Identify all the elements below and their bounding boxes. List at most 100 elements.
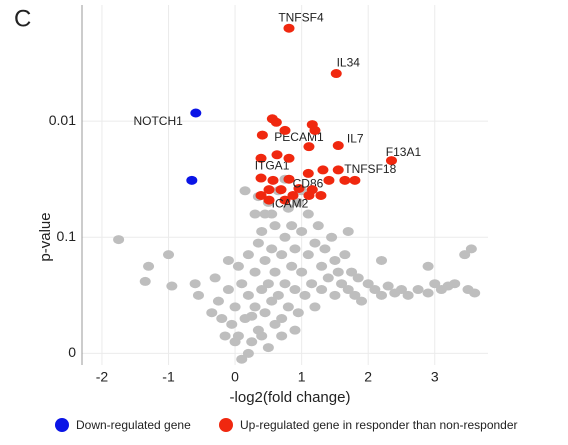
- point: [276, 331, 288, 341]
- point: [279, 125, 291, 135]
- gene-label: F13A1: [386, 145, 422, 159]
- point: [339, 250, 351, 260]
- point: [302, 168, 314, 178]
- point: [319, 244, 331, 254]
- point: [113, 235, 125, 245]
- point: [326, 232, 338, 242]
- point: [263, 195, 275, 205]
- point: [186, 175, 198, 185]
- point: [376, 290, 388, 300]
- point: [306, 279, 318, 289]
- point: [259, 209, 271, 219]
- y-tick-label: 0.1: [57, 228, 77, 244]
- point: [267, 175, 279, 185]
- point: [287, 190, 299, 200]
- point: [292, 197, 304, 207]
- x-tick-label: 1: [298, 369, 306, 385]
- gene-label: IL7: [347, 132, 364, 146]
- point: [342, 226, 354, 236]
- point: [412, 285, 424, 295]
- point: [216, 314, 228, 324]
- x-tick-label: 0: [231, 369, 239, 385]
- point: [283, 153, 295, 163]
- point: [376, 255, 388, 265]
- point: [286, 221, 298, 231]
- point: [192, 290, 204, 300]
- gene-label: TNFSF18: [344, 162, 396, 176]
- point: [252, 238, 264, 248]
- point: [219, 331, 231, 341]
- y-tick-label: 0.01: [49, 112, 76, 128]
- point: [299, 290, 311, 300]
- x-tick-label: -1: [162, 369, 175, 385]
- point: [309, 125, 321, 135]
- point: [332, 267, 344, 277]
- point: [222, 255, 234, 265]
- point: [256, 285, 268, 295]
- point: [349, 175, 361, 185]
- point: [356, 296, 368, 306]
- point: [395, 285, 407, 295]
- point: [422, 261, 434, 271]
- point: [263, 185, 275, 195]
- point: [289, 244, 301, 254]
- point: [272, 290, 284, 300]
- point: [242, 250, 254, 260]
- x-axis-title: -log2(fold change): [230, 389, 351, 406]
- point: [329, 255, 341, 265]
- point: [332, 165, 344, 175]
- point: [256, 226, 268, 236]
- point: [465, 244, 477, 254]
- point: [262, 279, 274, 289]
- point: [143, 261, 155, 271]
- point: [352, 273, 364, 283]
- point: [293, 183, 305, 193]
- point: [232, 261, 244, 271]
- point: [283, 174, 295, 184]
- point: [422, 288, 434, 298]
- y-axis-title: p-value: [37, 212, 54, 261]
- y-tick-label: 0: [68, 344, 76, 360]
- point: [189, 279, 201, 289]
- legend-label: Down-regulated gene: [76, 418, 191, 432]
- point: [276, 250, 288, 260]
- point: [275, 185, 287, 195]
- point: [166, 281, 178, 291]
- point: [279, 279, 291, 289]
- point: [302, 209, 314, 219]
- point: [229, 302, 241, 312]
- point: [449, 279, 461, 289]
- gene-label: NOTCH1: [133, 114, 183, 128]
- point: [336, 279, 348, 289]
- point: [246, 311, 258, 321]
- point: [329, 290, 341, 300]
- gene-label: IL34: [337, 56, 361, 70]
- point: [242, 348, 254, 358]
- point: [255, 173, 267, 183]
- point: [322, 273, 334, 283]
- point: [323, 175, 335, 185]
- point: [209, 273, 221, 283]
- point: [279, 232, 291, 242]
- point: [362, 279, 374, 289]
- point: [249, 267, 261, 277]
- point: [429, 279, 441, 289]
- point: [246, 337, 258, 347]
- point: [283, 23, 295, 33]
- point: [369, 285, 381, 295]
- point: [292, 308, 304, 318]
- point: [402, 290, 414, 300]
- point: [229, 337, 241, 347]
- point: [312, 221, 324, 231]
- point: [255, 190, 267, 200]
- point: [276, 314, 288, 324]
- point: [259, 308, 271, 318]
- point: [279, 195, 291, 205]
- point: [303, 142, 315, 152]
- gene-label: ITGA1: [255, 158, 290, 172]
- point: [269, 267, 281, 277]
- point: [239, 186, 251, 196]
- point: [316, 261, 328, 271]
- point: [190, 108, 202, 118]
